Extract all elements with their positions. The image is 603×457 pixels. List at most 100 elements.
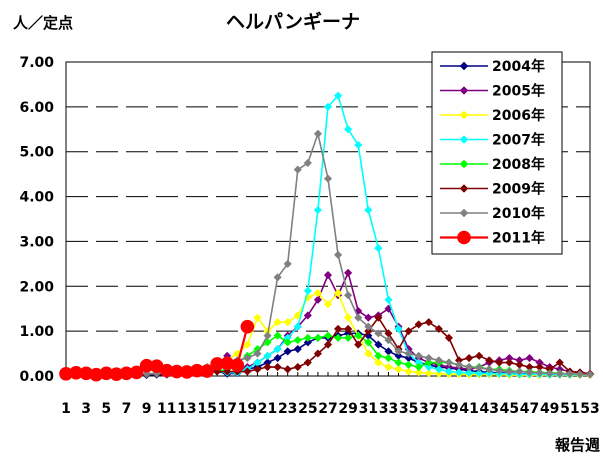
x-tick-label: 19: [238, 401, 257, 417]
data-point: [404, 326, 413, 336]
y-tick-label: 4.00: [19, 190, 54, 206]
data-point: [434, 365, 443, 374]
data-point: [475, 351, 484, 360]
data-point: [374, 340, 383, 349]
data-point: [344, 333, 353, 343]
data-point: [394, 324, 403, 334]
data-point: [475, 363, 484, 373]
legend-box: [431, 51, 563, 255]
data-point: [303, 158, 312, 168]
data-point: [344, 324, 353, 334]
data-point: [424, 353, 433, 363]
x-tick-label: 53: [580, 401, 599, 417]
data-point: [303, 286, 312, 295]
legend-item: 2008年: [440, 156, 545, 173]
data-point: [364, 313, 373, 322]
data-point: [394, 347, 403, 356]
data-point: [434, 324, 443, 334]
data-point: [424, 362, 433, 372]
y-tick-label: 0.00: [19, 369, 54, 385]
x-tick-label: 37: [419, 401, 438, 417]
data-point: [313, 349, 323, 358]
data-point: [374, 351, 383, 360]
data-point: [459, 159, 469, 169]
data-point: [384, 295, 393, 304]
data-point: [323, 270, 333, 280]
data-point: [495, 366, 504, 375]
x-tick-label: 29: [338, 401, 357, 417]
data-point: [535, 368, 544, 378]
y-tick-label: 2.00: [19, 279, 54, 295]
x-tick-label: 47: [520, 401, 539, 417]
x-tick-label: 51: [560, 401, 579, 417]
data-point: [464, 362, 474, 372]
x-tick-label: 41: [459, 401, 478, 417]
legend-item: 2011年: [440, 230, 545, 247]
legend: 2004年 2005年 2006年 2007年 2008年 2009年 2010年 2011年: [431, 51, 563, 255]
data-point: [485, 365, 494, 374]
legend-label: 2010年: [492, 205, 545, 222]
data-point: [354, 313, 363, 322]
data-point: [555, 369, 564, 378]
data-point: [454, 360, 464, 369]
legend-item: 2004年: [440, 58, 545, 75]
data-point: [344, 291, 353, 300]
data-point: [374, 313, 383, 322]
legend-label: 2007年: [492, 132, 545, 149]
chart-ylabel: 人／定点: [13, 14, 73, 32]
data-point: [273, 362, 282, 372]
x-tick-label: 9: [142, 401, 152, 417]
x-tick-label: 25: [298, 401, 317, 417]
data-point: [384, 353, 393, 363]
data-point: [293, 362, 302, 372]
data-point: [283, 259, 292, 269]
data-point: [273, 344, 282, 354]
data-point: [545, 369, 554, 378]
data-point: [243, 340, 252, 349]
data-point: [323, 340, 333, 349]
data-point: [414, 362, 423, 372]
data-point: [253, 313, 262, 322]
y-tick-label: 7.00: [19, 55, 54, 71]
data-point: [585, 370, 595, 379]
data-point: [333, 333, 343, 343]
x-tick-label: 11: [157, 401, 176, 417]
data-point: [364, 338, 373, 347]
data-point: [525, 368, 534, 377]
data-point: [313, 129, 323, 138]
legend-label: 2004年: [492, 58, 545, 75]
data-point: [364, 322, 373, 331]
data-point: [384, 362, 393, 372]
data-point: [374, 244, 383, 253]
data-point: [333, 250, 343, 260]
data-point: [354, 140, 363, 150]
data-point: [323, 102, 333, 112]
data-point: [555, 358, 564, 367]
data-point: [283, 347, 292, 356]
data-point: [273, 331, 282, 340]
data-point: [459, 184, 469, 193]
x-tick-label: 49: [540, 401, 559, 417]
data-point: [213, 367, 222, 376]
data-point: [273, 273, 282, 282]
data-point: [293, 165, 302, 174]
data-point: [565, 369, 574, 378]
data-point: [459, 110, 469, 120]
data-point: [344, 313, 353, 322]
data-point: [354, 340, 363, 349]
data-point: [323, 174, 333, 183]
data-point: [283, 318, 292, 327]
x-tick-label: 7: [122, 401, 132, 417]
x-tick-label: 21: [258, 401, 277, 417]
x-tick-label: 13: [177, 401, 196, 417]
data-point: [283, 365, 292, 374]
plot-area: 0.001.002.003.004.005.006.007.001 3 5 7 9 11 1…: [19, 55, 599, 417]
data-point: [303, 333, 312, 343]
data-point: [333, 91, 343, 100]
data-point: [454, 368, 464, 377]
x-tick-label: 27: [318, 401, 337, 417]
data-point: [364, 349, 373, 358]
data-point: [323, 300, 333, 309]
x-tick-label: 35: [399, 401, 418, 417]
legend-item: 2007年: [440, 132, 545, 149]
